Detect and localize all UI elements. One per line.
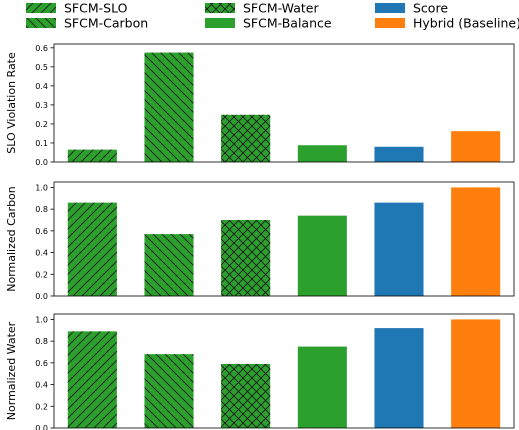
- bar-score: [374, 328, 424, 428]
- bar-hatch-sfcm-carbon: [144, 354, 194, 428]
- y-tick-label: 0.4: [35, 82, 48, 91]
- bar-hatch-sfcm-water: [221, 220, 271, 296]
- legend-swatch-hybrid-baseline: [375, 18, 405, 28]
- bar-hybrid-baseline: [451, 187, 501, 296]
- bar-sfcm-balance: [297, 215, 347, 296]
- y-axis-label: SLO Violation Rate: [5, 52, 18, 154]
- legend-swatch-score: [375, 3, 405, 13]
- legend-swatch-hatch-sfcm-carbon: [26, 18, 56, 28]
- legend-swatch-hatch-sfcm-water: [205, 3, 235, 13]
- y-tick-label: 1.0: [35, 315, 48, 324]
- chart-normalized-water: 0.0 0.2 0.4 0.6 0.8 1.0 Normalized Water: [5, 313, 515, 430]
- y-tick-label: 0.1: [35, 139, 48, 148]
- y-tick-label: 0.0: [35, 292, 48, 301]
- y-axis-label: Normalized Carbon: [5, 186, 18, 292]
- y-tick-label: 0.8: [35, 205, 48, 214]
- bar-hatch-sfcm-carbon: [144, 234, 194, 296]
- legend-label-hybrid-baseline: Hybrid (Baseline): [413, 16, 519, 31]
- bar-sfcm-balance: [297, 346, 347, 428]
- bar-score: [374, 202, 424, 296]
- bar-hatch-sfcm-slo: [67, 331, 117, 428]
- bar-hatch-sfcm-carbon: [144, 52, 194, 163]
- y-tick-label: 0.2: [35, 402, 48, 411]
- legend: SFCM-SLO SFCM-Water Score SFCM-Carbon SFCM-B…: [26, 1, 519, 31]
- y-tick-label: 0.6: [35, 359, 48, 368]
- axes-frame: [53, 43, 515, 163]
- bar-hatch-sfcm-water: [221, 363, 271, 428]
- axes-frame: [53, 313, 515, 429]
- chart-normalized-carbon: 0.0 0.2 0.4 0.6 0.8 1.0 Normalized Carbon: [5, 181, 515, 301]
- bar-hybrid-baseline: [451, 131, 501, 162]
- bar-sfcm-balance: [297, 145, 347, 162]
- bar-hatch-sfcm-slo: [67, 149, 117, 162]
- y-axis-label: Normalized Water: [5, 321, 18, 420]
- legend-label-sfcm-balance: SFCM-Balance: [243, 16, 332, 31]
- y-tick-label: 0.2: [35, 270, 48, 279]
- y-tick-label: 0.2: [35, 120, 48, 129]
- y-tick-label: 0.8: [35, 337, 48, 346]
- bar-hatch-sfcm-water: [221, 114, 271, 162]
- y-tick-label: 0.6: [35, 227, 48, 236]
- legend-label-sfcm-slo: SFCM-SLO: [64, 1, 128, 16]
- y-tick-label: 0.4: [35, 249, 48, 258]
- legend-label-score: Score: [413, 1, 448, 16]
- legend-label-sfcm-carbon: SFCM-Carbon: [64, 16, 148, 31]
- legend-swatch-sfcm-balance: [205, 18, 235, 28]
- axes-frame: [53, 181, 515, 297]
- y-tick-label: 0.6: [35, 44, 48, 53]
- bar-hatch-sfcm-slo: [67, 202, 117, 296]
- y-tick-label: 1.0: [35, 183, 48, 192]
- y-tick-label: 0.0: [35, 424, 48, 430]
- legend-label-sfcm-water: SFCM-Water: [243, 1, 319, 16]
- y-tick-label: 0.3: [35, 101, 48, 110]
- y-tick-label: 0.0: [35, 158, 48, 167]
- bar-hybrid-baseline: [451, 319, 501, 428]
- bar-score: [374, 146, 424, 162]
- legend-swatch-hatch-sfcm-slo: [26, 3, 56, 13]
- y-tick-label: 0.4: [35, 381, 48, 390]
- chart-slo-violation: 0.0 0.1 0.2 0.3 0.4 0.5 0.6 SLO Violation Rate: [5, 43, 515, 167]
- y-tick-label: 0.5: [35, 63, 48, 72]
